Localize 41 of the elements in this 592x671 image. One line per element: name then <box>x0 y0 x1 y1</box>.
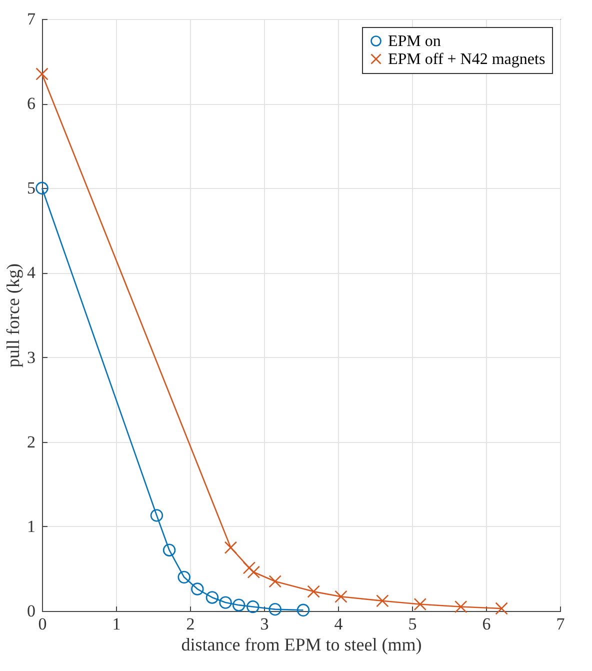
legend-label: EPM off + N42 magnets <box>388 51 546 68</box>
y-tick-label: 3 <box>27 348 36 367</box>
point <box>206 591 219 604</box>
point <box>247 566 260 578</box>
point <box>219 596 232 609</box>
y-tick-label: 2 <box>27 432 36 452</box>
point <box>268 602 282 616</box>
point <box>178 570 190 584</box>
point <box>246 600 260 614</box>
point <box>150 509 164 522</box>
y-tick-label: 4 <box>27 263 36 282</box>
y-tick-label: 7 <box>27 10 36 28</box>
point <box>232 598 246 612</box>
point <box>414 598 426 611</box>
point <box>376 594 389 608</box>
x-tick-label: 2 <box>186 614 195 634</box>
x-tick-label: 6 <box>482 614 491 634</box>
x-tick-label: 3 <box>260 614 269 634</box>
y-tick-label: 0 <box>27 602 36 620</box>
point <box>268 575 282 588</box>
point <box>495 602 508 615</box>
x-tick-label: 4 <box>334 614 344 634</box>
legend-label: EPM on <box>388 33 441 50</box>
point <box>334 590 348 603</box>
point <box>36 68 48 80</box>
point <box>191 582 204 596</box>
point <box>224 541 238 554</box>
x-tick-label: 7 <box>556 614 566 634</box>
y-tick-label: 5 <box>27 178 36 198</box>
y-tick-label: 1 <box>27 516 36 536</box>
point <box>296 604 310 616</box>
point <box>36 182 48 194</box>
x-axis-title: distance from EPM to steel (mm) <box>181 634 422 654</box>
point <box>307 585 320 598</box>
y-tick-label: 6 <box>27 94 36 114</box>
point <box>454 600 468 614</box>
x-tick-label: 1 <box>112 614 121 634</box>
point <box>162 544 176 556</box>
x-tick-label: 5 <box>408 614 417 634</box>
y-axis-title: pull force (kg) <box>3 264 23 368</box>
point <box>242 562 256 574</box>
